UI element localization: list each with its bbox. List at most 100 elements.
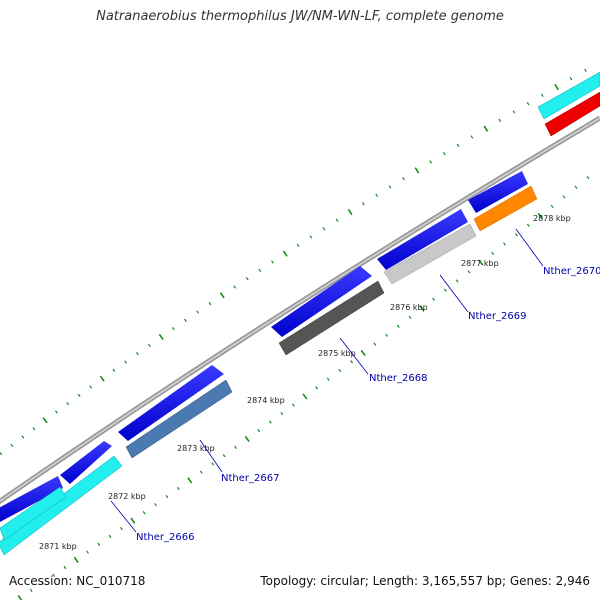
tick-mark (211, 462, 215, 466)
tick-mark (222, 453, 226, 458)
gene-bar-nther-2667 (125, 379, 233, 459)
forward-cds-arrow (0, 476, 63, 522)
tick-mark (42, 417, 48, 424)
gene-label-nther-2666[interactable]: Nther_2666 (136, 532, 194, 543)
callout-line (199, 439, 223, 473)
tick-mark (124, 360, 128, 364)
tick-mark (21, 435, 25, 439)
tick-mark (73, 556, 79, 563)
tick-mark (375, 193, 379, 198)
tick-mark (455, 279, 459, 283)
gene-bar-nther-2666-part (0, 486, 67, 541)
gene-bar-nther-2669 (383, 223, 477, 285)
tick-mark (0, 452, 3, 456)
tick-mark (335, 218, 339, 223)
tick-mark (268, 420, 272, 424)
gene-label-nther-2669[interactable]: Nther_2669 (468, 311, 526, 322)
tick-mark (165, 494, 169, 499)
tick-mark (184, 318, 187, 322)
kbp-label: 2871 kbp (39, 542, 77, 551)
tick-mark (338, 368, 342, 373)
tick-mark (419, 305, 425, 312)
tick-mark (503, 242, 506, 246)
kbp-label: 2875 kbp (318, 349, 356, 358)
tick-mark (199, 470, 203, 474)
tick-mark (526, 223, 530, 227)
tick-mark (208, 302, 212, 306)
tick-mark (467, 270, 471, 274)
kbp-label: 2872 kbp (108, 492, 146, 501)
tick-mark (402, 176, 405, 181)
tick-mark (483, 125, 489, 132)
tick-mark (244, 435, 250, 443)
tick-mark (373, 342, 377, 346)
tick-mark (282, 250, 288, 257)
tick-mark (360, 349, 366, 356)
tick-mark (112, 368, 116, 372)
tick-mark (17, 594, 23, 600)
tick-mark (478, 259, 484, 266)
cds-arrow-cyan-top (537, 71, 600, 120)
genome-summary-label: Topology: circular; Length: 3,165,557 bp… (260, 574, 590, 588)
tick-mark (443, 288, 447, 292)
tick-mark (322, 226, 326, 231)
backbone-inner (0, 117, 600, 503)
tick-mark (245, 277, 249, 281)
tick-mark (347, 208, 353, 216)
tick-mark (154, 502, 157, 507)
forward-cds-arrow (468, 171, 528, 213)
tick-mark (350, 360, 353, 364)
tick-mark (10, 443, 14, 447)
gene-bar-nther-2666 (0, 455, 123, 556)
tick-mark (77, 393, 81, 397)
tick-mark (147, 343, 151, 347)
tick-mark (574, 185, 578, 189)
tick-mark (233, 285, 237, 289)
gene-label-nther-2667[interactable]: Nther_2667 (221, 473, 279, 484)
tick-mark (54, 410, 58, 414)
tick-mark (41, 581, 44, 585)
kbp-label: 2876 kbp (390, 303, 428, 312)
tick-mark (512, 110, 516, 114)
tick-mark (176, 486, 180, 491)
outer-tick-track (0, 68, 587, 456)
tick-mark (432, 297, 436, 301)
tick-mark (32, 427, 36, 431)
tick-mark (29, 588, 33, 593)
accession-label: Accession: NC_010718 (9, 574, 146, 588)
tick-mark (540, 93, 544, 98)
tick-mark (136, 352, 139, 356)
tick-mark (86, 550, 89, 554)
tick-mark (52, 573, 56, 577)
forward-cds-arrow (377, 209, 468, 270)
tick-mark (584, 68, 587, 73)
tick-mark (514, 233, 518, 237)
tick-mark (130, 517, 136, 524)
tick-mark (296, 243, 300, 248)
tick-mark (362, 201, 365, 206)
tick-mark (498, 118, 502, 123)
tick-mark (234, 445, 238, 449)
gene-label-nther-2670[interactable]: Nther_2670 (543, 266, 600, 277)
tick-mark (142, 511, 146, 515)
forward-cds-arrow (271, 266, 372, 337)
kbp-label: 2877 kbp (461, 259, 499, 268)
tick-mark (442, 151, 446, 156)
tick-mark (291, 403, 295, 407)
forward-cds-arrow (118, 365, 224, 441)
tick-mark (456, 143, 460, 148)
tick-mark (414, 167, 420, 174)
tick-mark (63, 565, 67, 570)
callout-line (515, 228, 544, 267)
gene-label-nther-2668[interactable]: Nther_2668 (369, 373, 427, 384)
forward-cds-arrow (60, 441, 112, 484)
tick-mark (388, 185, 392, 189)
tick-mark (219, 292, 225, 299)
tick-mark (89, 385, 93, 389)
tick-mark (326, 377, 330, 381)
tick-mark (196, 310, 200, 314)
tick-mark (315, 386, 319, 390)
cds-arrow-red-top (544, 91, 600, 137)
tick-mark (554, 83, 559, 91)
